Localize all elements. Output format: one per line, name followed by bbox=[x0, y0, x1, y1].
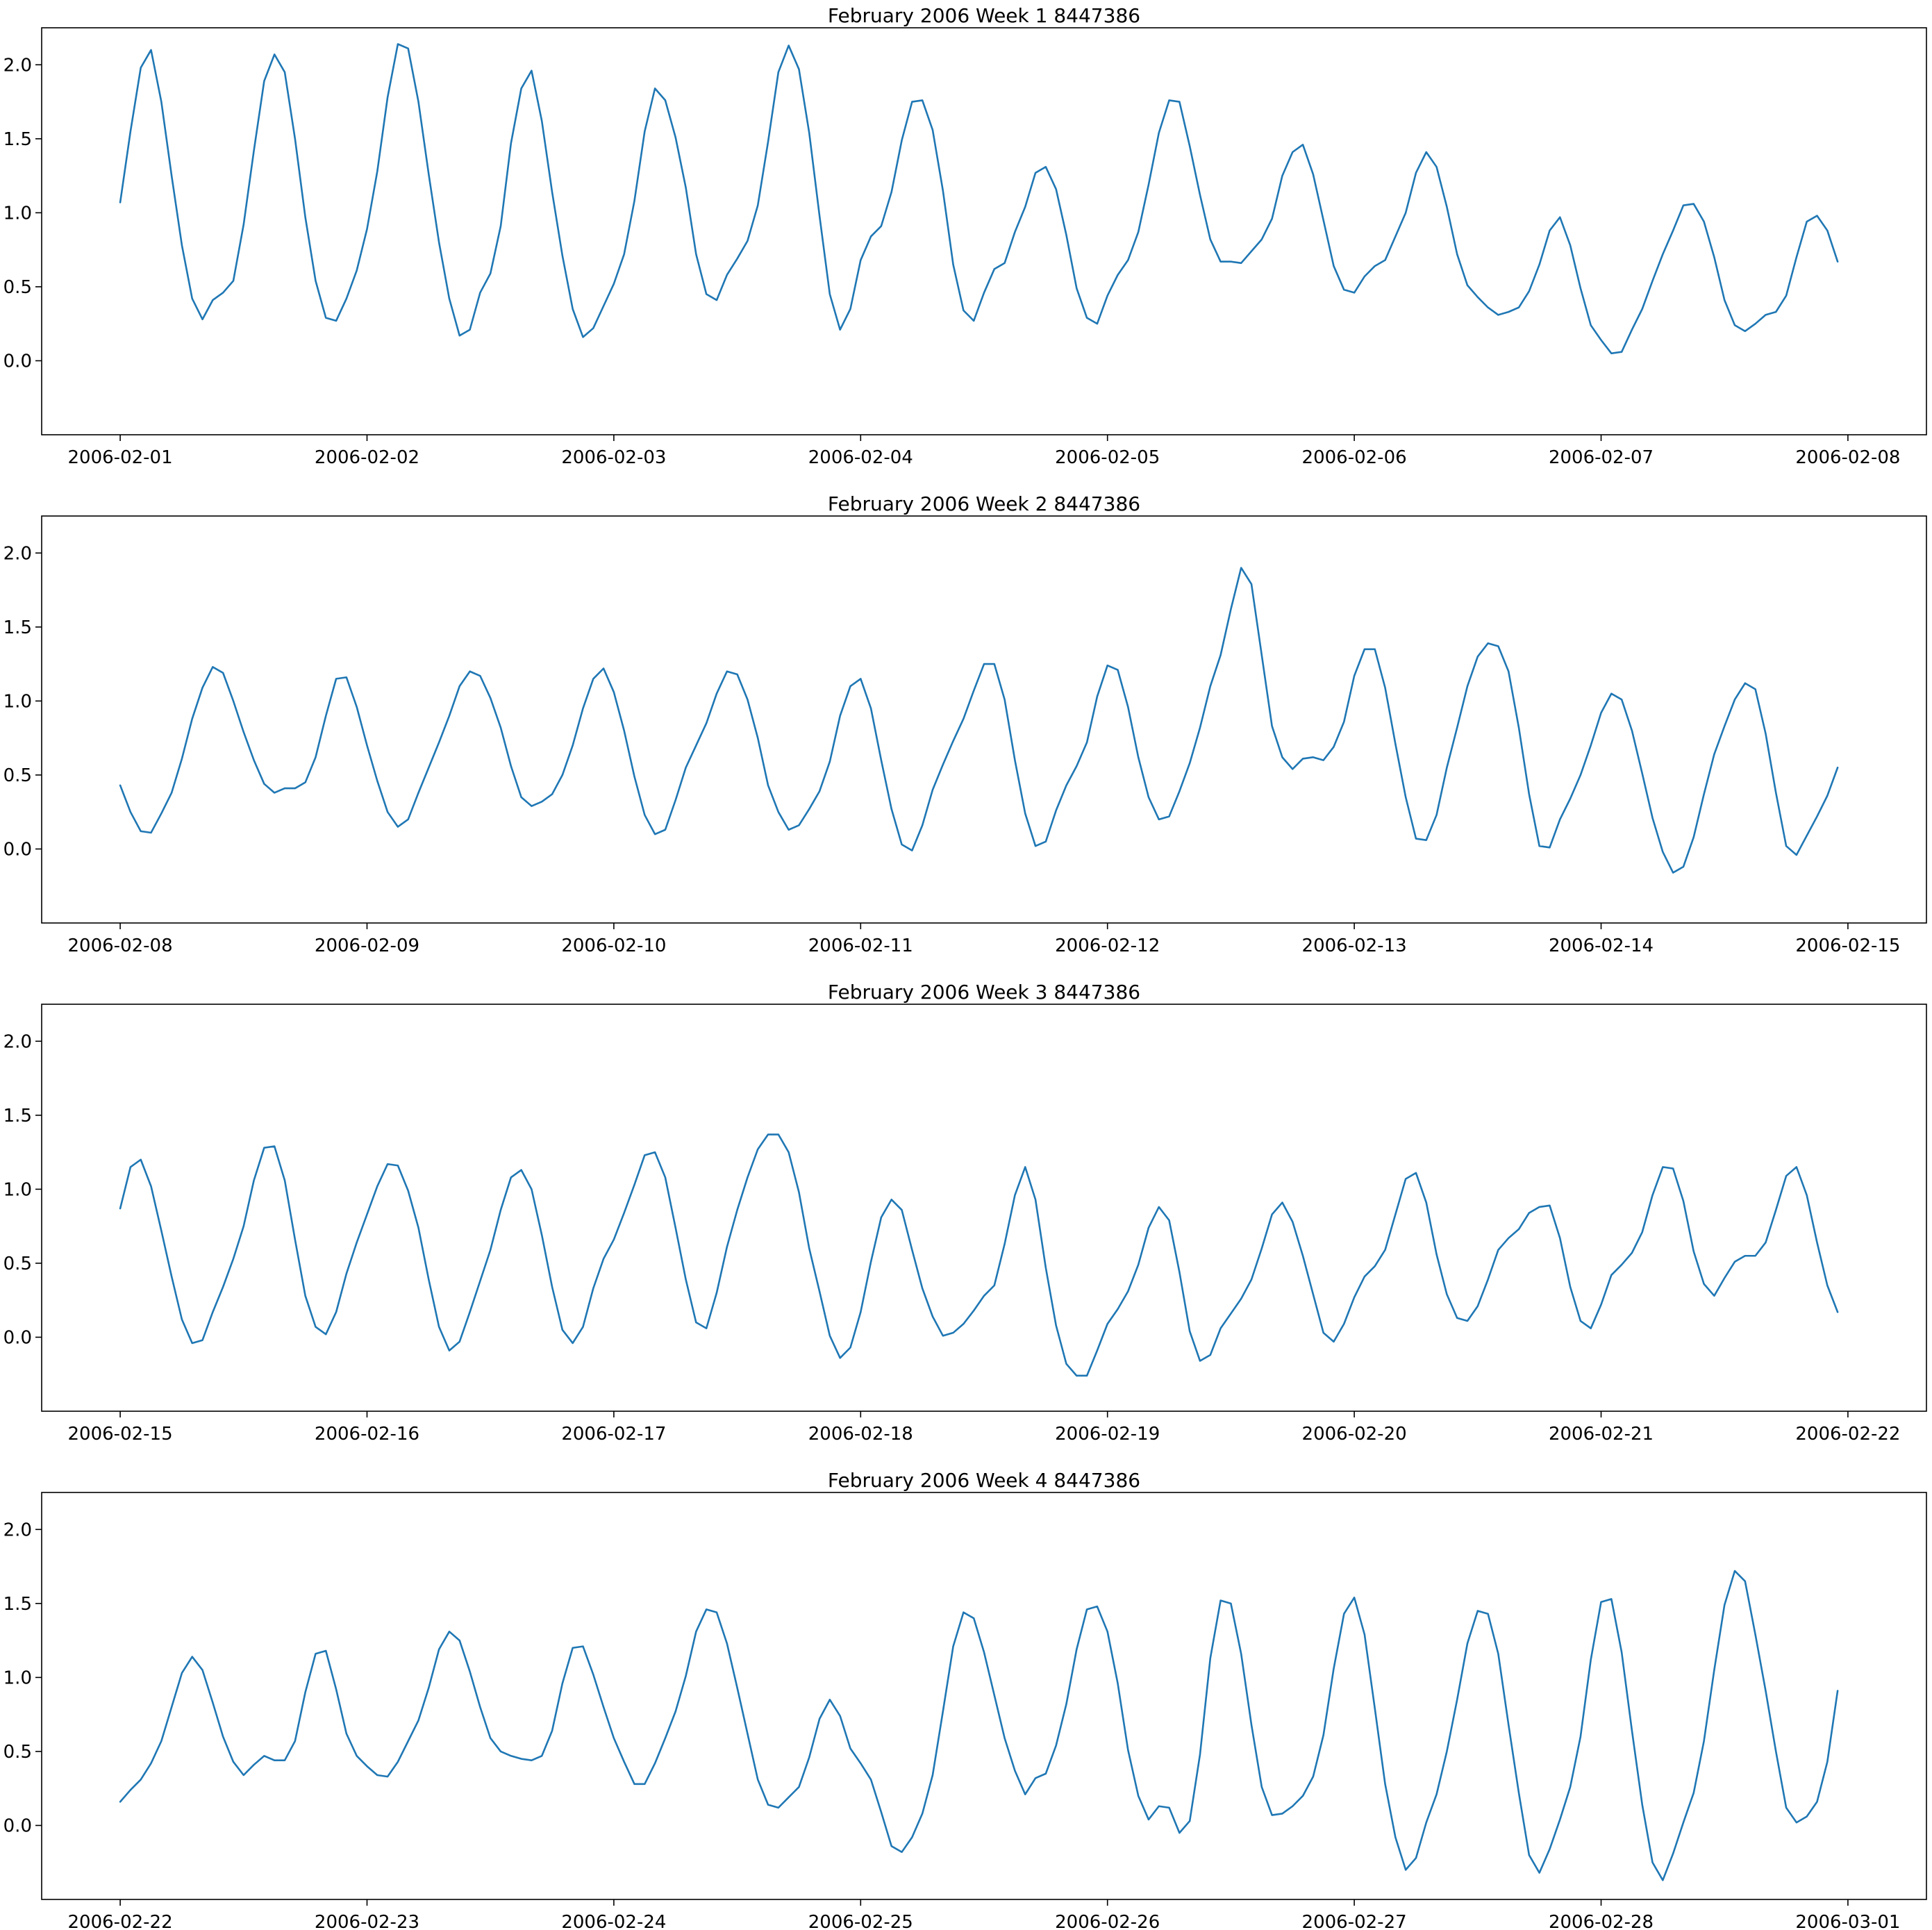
x-tick-label: 2006-02-17 bbox=[561, 1424, 666, 1445]
x-tick-label: 2006-02-14 bbox=[1549, 935, 1654, 956]
chart-panel-4: February 2006 Week 4 8447386 0.0 0.5 1.0 1.5… bbox=[3, 1469, 1927, 1930]
y-tick-label: 1.0 bbox=[3, 203, 32, 224]
y-tick-label: 1.5 bbox=[3, 617, 32, 638]
y-tick-label: 2.0 bbox=[3, 543, 32, 564]
series-line-1 bbox=[119, 1133, 1839, 1377]
plot-frame bbox=[41, 1004, 1927, 1412]
x-tick-label: 2006-02-18 bbox=[808, 1424, 913, 1445]
y-tick-label: 1.0 bbox=[3, 691, 32, 712]
x-tick-label: 2006-02-02 bbox=[315, 447, 419, 468]
x-tick-label: 2006-02-28 bbox=[1549, 1912, 1654, 1930]
x-tick-label: 2006-02-22 bbox=[1795, 1424, 1900, 1445]
x-tick-label: 2006-02-13 bbox=[1302, 935, 1407, 956]
x-tick-label: 2006-02-06 bbox=[1302, 447, 1407, 468]
x-tick-label: 2006-02-07 bbox=[1549, 447, 1654, 468]
x-tick-label: 2006-02-10 bbox=[561, 935, 666, 956]
x-tick-label: 2006-02-23 bbox=[315, 1912, 419, 1930]
x-tick-label: 2006-02-08 bbox=[68, 935, 173, 956]
chart-panel-3: February 2006 Week 3 8447386 0.0 0.5 1.0 1.5… bbox=[3, 981, 1927, 1445]
y-tick-label: 2.0 bbox=[3, 1031, 32, 1052]
x-tick-label: 2006-02-15 bbox=[68, 1424, 173, 1445]
x-tick-label: 2006-02-03 bbox=[561, 447, 666, 468]
series-line-1 bbox=[119, 567, 1839, 874]
x-tick-label: 2006-02-19 bbox=[1055, 1424, 1160, 1445]
plot-frame bbox=[41, 27, 1927, 435]
x-tick-label: 2006-02-22 bbox=[68, 1912, 173, 1930]
x-tick-label: 2006-02-09 bbox=[315, 935, 419, 956]
chart-title: February 2006 Week 1 8447386 bbox=[828, 4, 1140, 27]
x-tick-label: 2006-02-25 bbox=[808, 1912, 913, 1930]
y-tick-label: 1.5 bbox=[3, 129, 32, 150]
y-tick-label: 0.5 bbox=[3, 1742, 32, 1763]
x-tick-label: 2006-02-16 bbox=[315, 1424, 419, 1445]
x-tick-label: 2006-02-24 bbox=[561, 1912, 666, 1930]
chart-title: February 2006 Week 4 8447386 bbox=[828, 1469, 1140, 1492]
series-line-1 bbox=[119, 1570, 1839, 1881]
y-tick-label: 2.0 bbox=[3, 55, 32, 76]
y-tick-label: 2.0 bbox=[3, 1520, 32, 1540]
y-tick-label: 0.0 bbox=[3, 1327, 32, 1348]
x-tick-label: 2006-02-01 bbox=[68, 447, 173, 468]
x-tick-label: 2006-02-11 bbox=[808, 935, 913, 956]
x-tick-label: 2006-02-08 bbox=[1795, 447, 1900, 468]
y-tick-label: 0.5 bbox=[3, 277, 32, 298]
y-tick-label: 0.0 bbox=[3, 1815, 32, 1836]
x-tick-label: 2006-02-04 bbox=[808, 447, 913, 468]
x-tick-label: 2006-02-15 bbox=[1795, 935, 1900, 956]
plot-frame bbox=[41, 515, 1927, 924]
series-line-1 bbox=[119, 43, 1839, 355]
y-tick-label: 1.0 bbox=[3, 1667, 32, 1688]
y-tick-label: 1.5 bbox=[3, 1106, 32, 1126]
chart-panel-1: February 2006 Week 1 8447386 0.0 0.5 1.0 1.5… bbox=[3, 4, 1927, 468]
y-tick-label: 0.5 bbox=[3, 765, 32, 786]
y-tick-label: 1.0 bbox=[3, 1179, 32, 1200]
x-tick-label: 2006-02-12 bbox=[1055, 935, 1160, 956]
y-tick-label: 0.0 bbox=[3, 351, 32, 372]
x-tick-label: 2006-02-26 bbox=[1055, 1912, 1160, 1930]
chart-title: February 2006 Week 3 8447386 bbox=[828, 981, 1140, 1004]
x-tick-label: 2006-02-27 bbox=[1302, 1912, 1407, 1930]
plot-frame bbox=[41, 1492, 1927, 1900]
x-tick-label: 2006-02-05 bbox=[1055, 447, 1160, 468]
y-tick-label: 1.5 bbox=[3, 1594, 32, 1615]
x-tick-label: 2006-02-20 bbox=[1302, 1424, 1407, 1445]
y-tick-label: 0.5 bbox=[3, 1254, 32, 1274]
chart-panel-2: February 2006 Week 2 8447386 0.0 0.5 1.0 1.5… bbox=[3, 492, 1927, 956]
chart-title: February 2006 Week 2 8447386 bbox=[828, 492, 1140, 515]
x-tick-label: 2006-02-21 bbox=[1549, 1424, 1654, 1445]
y-tick-label: 0.0 bbox=[3, 839, 32, 860]
x-tick-label: 2006-03-01 bbox=[1795, 1912, 1900, 1930]
